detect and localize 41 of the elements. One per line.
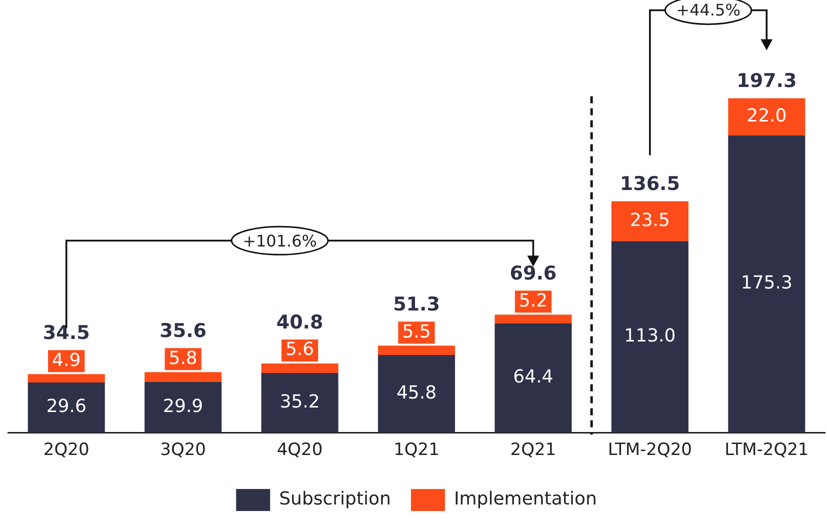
x-tick-label: 4Q20 [276, 440, 323, 460]
bar [144, 382, 222, 433]
data-label: 22.0 [746, 106, 787, 127]
bar [378, 354, 456, 433]
bar [28, 382, 105, 433]
x-tick-label: 2Q21 [510, 440, 556, 460]
total-label: 34.5 [42, 322, 90, 344]
data-label: 5.5 [402, 321, 431, 342]
data-label: 64.4 [513, 366, 554, 388]
total-label: 136.5 [620, 173, 680, 196]
total-label: 69.6 [510, 262, 557, 285]
x-tick-label: LTM-2Q21 [724, 440, 809, 460]
data-label: 29.6 [46, 396, 86, 418]
data-label: 113.0 [624, 326, 676, 347]
total-label: 35.6 [160, 320, 207, 342]
data-label: 35.2 [280, 391, 320, 412]
bar [728, 136, 806, 433]
data-label: 175.3 [740, 272, 792, 294]
data-label: 45.8 [396, 382, 437, 404]
total-label: 51.3 [393, 294, 440, 316]
text: +44.5% [676, 0, 740, 20]
data-label: 4.9 [52, 350, 81, 371]
total-label: 40.8 [276, 311, 324, 334]
data-label: 5.8 [168, 348, 198, 369]
legend-label: Subscription [279, 488, 391, 510]
x-tick-label: LTM-2Q20 [608, 440, 692, 460]
legend-label: Implementation [454, 488, 597, 510]
data-label: 5.6 [285, 339, 314, 360]
bar [611, 241, 688, 433]
bar [261, 372, 338, 433]
data-label: 5.2 [518, 290, 548, 312]
total-label: 197.3 [736, 70, 797, 92]
x-tick-label: 1Q21 [394, 440, 440, 460]
bar [494, 323, 572, 433]
x-tick-label: 3Q20 [160, 440, 206, 460]
bar [611, 201, 688, 242]
x-tick-label: 2Q20 [43, 440, 90, 460]
annotation: +101.6% [242, 231, 317, 250]
data-label: 23.5 [630, 210, 670, 231]
data-label: 29.9 [163, 396, 204, 417]
bar [728, 98, 806, 136]
